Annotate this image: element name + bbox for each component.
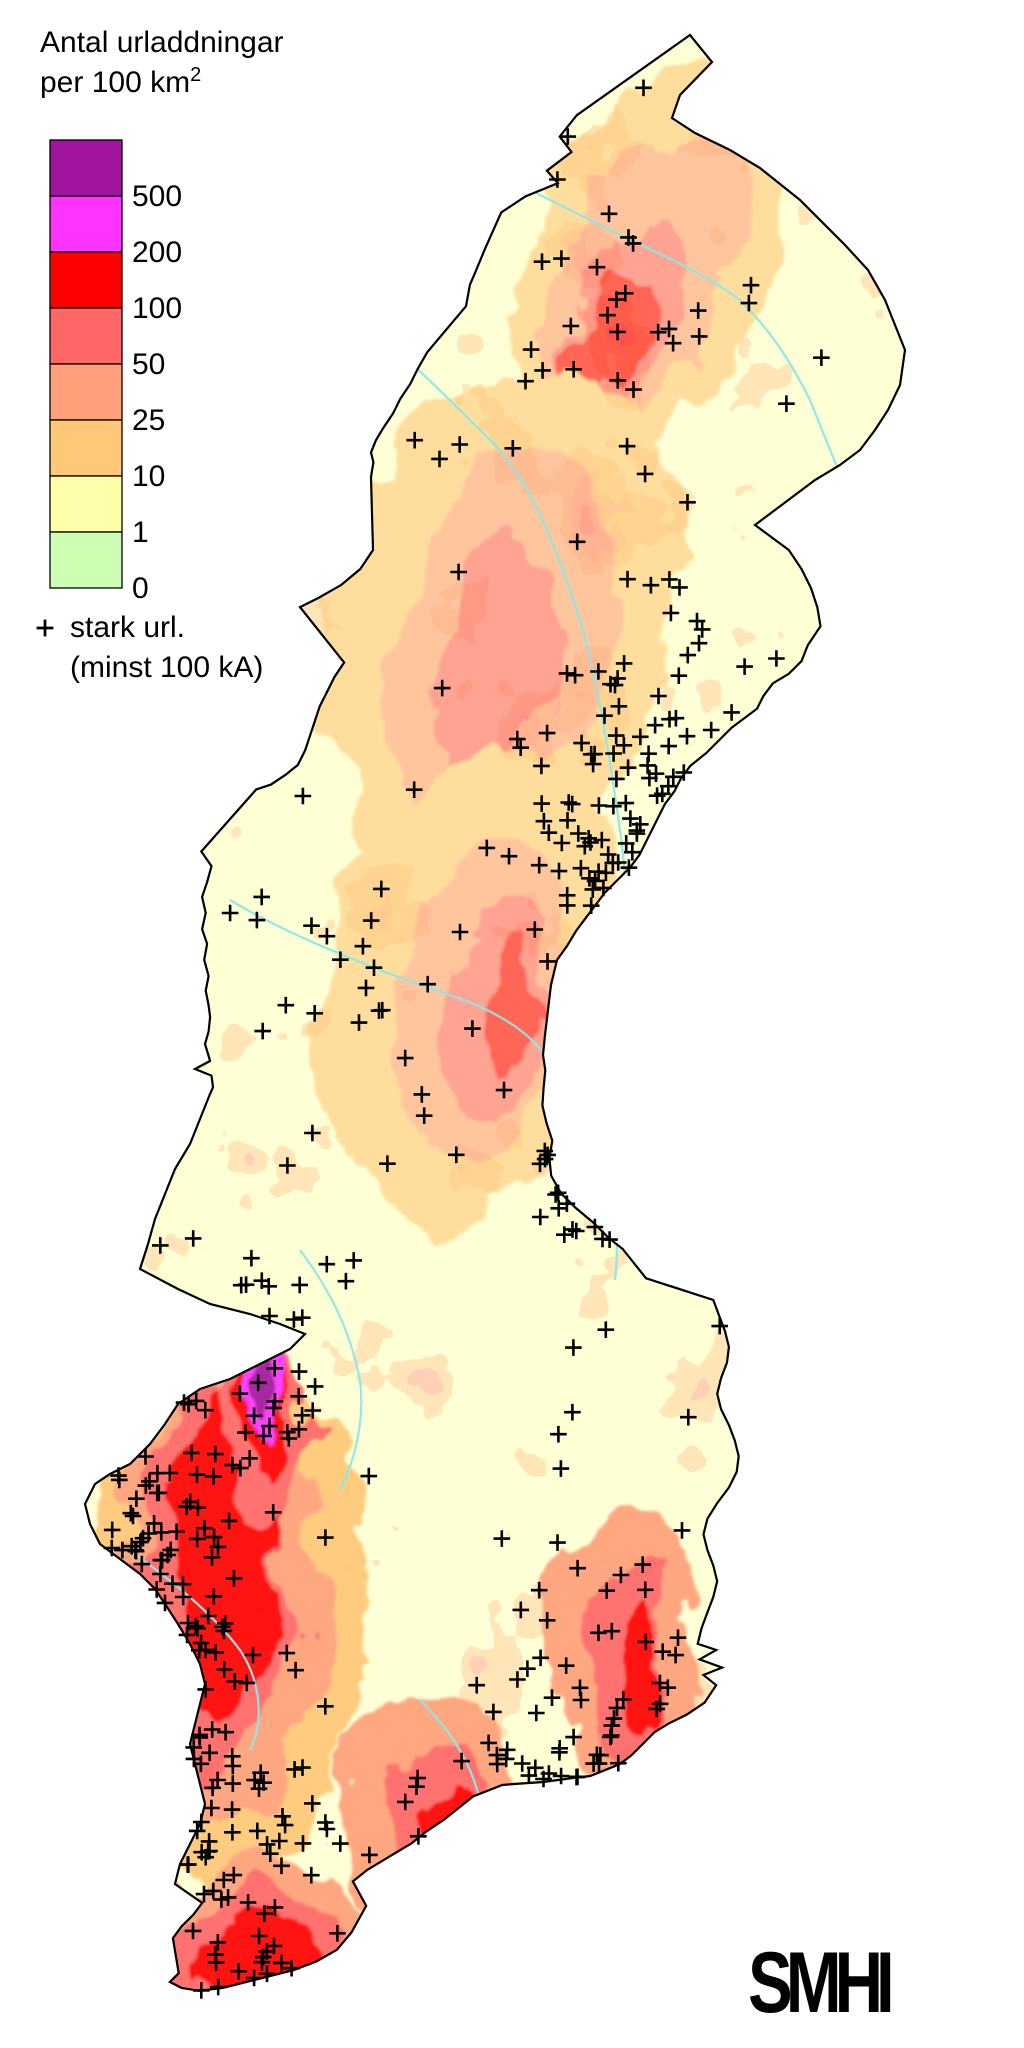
svg-text:1: 1 bbox=[132, 516, 149, 549]
svg-text:Antal urladdningar: Antal urladdningar bbox=[40, 26, 284, 59]
svg-text:0: 0 bbox=[132, 572, 149, 605]
svg-text:25: 25 bbox=[132, 404, 165, 437]
svg-text:200: 200 bbox=[132, 236, 182, 269]
svg-text:stark url.: stark url. bbox=[70, 611, 185, 644]
svg-text:100: 100 bbox=[132, 292, 182, 325]
svg-text:(minst 100 kA): (minst 100 kA) bbox=[70, 651, 263, 684]
svg-text:10: 10 bbox=[132, 460, 165, 493]
svg-text:per 100 km2: per 100 km2 bbox=[40, 64, 201, 99]
svg-text:50: 50 bbox=[132, 348, 165, 381]
svg-text:SMHI: SMHI bbox=[748, 1935, 891, 2031]
svg-text:500: 500 bbox=[132, 180, 182, 213]
